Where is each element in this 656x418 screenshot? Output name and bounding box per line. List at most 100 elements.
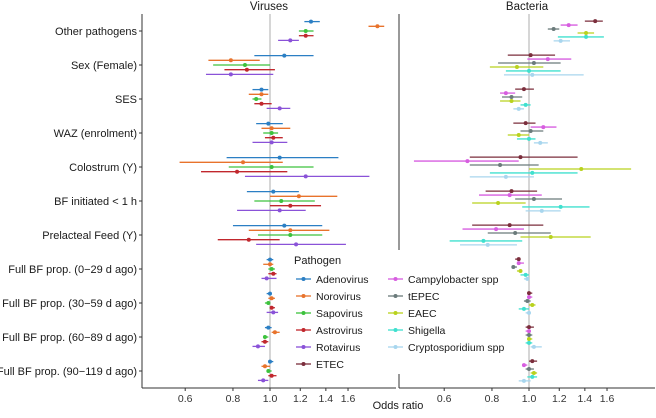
point-estimate-cryptosporidium-spp [531,344,536,349]
point-estimate-eaec [509,98,514,103]
point-estimate-astrovirus [235,169,240,174]
point-estimate-campylobacter-spp [527,295,531,300]
point-estimate-rotavirus [303,174,308,179]
point-estimate-cryptosporidium-spp [525,276,530,281]
point-estimate-etec [507,223,512,228]
point-estimate-sapovirus [269,131,274,135]
point-estimate-eaec [579,166,584,171]
point-estimate-adenovirus [277,155,282,160]
legend-key-point [393,328,398,332]
point-estimate-astrovirus [271,271,276,276]
point-estimate-shigella [523,272,528,277]
point-estimate-tepec [527,333,531,338]
point-estimate-campylobacter-spp [527,329,531,334]
legend-key-point [301,362,306,366]
category-label: WAZ (enrolment) [54,128,137,140]
x-axis-label: Odds ratio [373,400,424,412]
legend-label: tEPEC [408,291,440,303]
point-estimate-astrovirus [244,67,249,72]
point-estimate-norovirus [241,160,246,165]
point-estimate-rotavirus [269,140,274,145]
point-estimate-shigella [523,102,528,107]
point-estimate-cryptosporidium-spp [538,140,543,145]
point-estimate-etec [530,359,535,364]
legend-label: EAEC [408,308,437,320]
point-estimate-norovirus [288,228,293,233]
point-estimate-etec [593,19,598,24]
category-label: Other pathogens [55,26,137,38]
point-estimate-shigella [521,306,526,311]
point-estimate-etec [527,291,531,296]
point-estimate-etec [528,53,533,58]
point-estimate-etec [509,189,514,194]
point-estimate-adenovirus [268,291,272,296]
point-estimate-adenovirus [259,87,264,92]
point-estimate-shigella [481,238,486,243]
point-estimate-sapovirus [254,97,259,101]
point-estimate-eaec [514,64,519,69]
legend-key-point [393,345,398,349]
point-estimate-tepec [527,367,531,372]
point-estimate-cryptosporidium-spp [539,208,544,213]
point-estimate-sapovirus [288,233,293,237]
point-estimate-norovirus [259,92,264,97]
point-estimate-adenovirus [268,257,272,262]
legend-label: Norovirus [316,291,361,303]
point-estimate-cryptosporidium-spp [530,72,535,77]
legend-label: Sapovirus [316,308,363,320]
point-estimate-rotavirus [277,106,282,111]
legend-label: Astrovirus [316,325,363,337]
point-estimate-norovirus [268,262,272,267]
category-label: Prelacteal Feed (Y) [42,230,137,242]
point-estimate-tepec [531,197,536,202]
point-estimate-eaec [530,302,535,307]
point-estimate-adenovirus [282,53,287,58]
point-estimate-cryptosporidium-spp [527,310,531,315]
point-estimate-sapovirus [303,29,308,33]
point-estimate-cryptosporidium-spp [516,106,521,111]
category-label: Sex (Female) [71,60,137,72]
point-estimate-tepec [513,231,518,236]
point-estimate-rotavirus [228,72,233,77]
point-estimate-campylobacter-spp [465,159,470,164]
category-label: Full BF prop. (0−29 d ago) [8,264,137,276]
point-estimate-sapovirus [269,165,274,169]
point-estimate-astrovirus [303,33,308,38]
point-estimate-campylobacter-spp [516,261,521,266]
legend-key-point [301,345,306,349]
point-estimate-astrovirus [269,305,274,310]
point-estimate-etec [521,87,526,92]
x-tick-label: 1.0 [522,393,537,405]
point-estimate-norovirus [269,296,274,301]
panel-title-viruses: Viruses [250,1,288,13]
point-estimate-campylobacter-spp [545,57,550,62]
x-tick-label: 1.2 [293,393,308,405]
panel-title-bacteria: Bacteria [506,1,549,13]
point-estimate-campylobacter-spp [521,363,526,368]
point-estimate-rotavirus [294,242,299,247]
point-estimate-campylobacter-spp [494,227,499,232]
legend-label: Campylobacter spp [408,274,499,286]
legend-background [290,250,490,374]
x-tick-label: 1.4 [319,393,334,405]
point-estimate-eaec [548,234,553,239]
category-label: Full BF prop. (30−59 d ago) [2,298,137,310]
point-estimate-rotavirus [264,276,269,281]
point-estimate-norovirus [296,194,301,199]
point-estimate-adenovirus [266,325,271,330]
point-estimate-sapovirus [269,267,274,271]
point-estimate-eaec [496,200,501,205]
category-label: Full BF prop. (90−119 d ago) [0,366,137,378]
point-estimate-sapovirus [279,199,284,203]
point-estimate-rotavirus [277,208,282,213]
category-label: SES [115,94,137,106]
point-estimate-tepec [511,265,516,270]
point-estimate-eaec [516,132,521,137]
point-estimate-sapovirus [266,369,271,373]
point-estimate-astrovirus [271,135,276,140]
legend-label: Shigella [408,325,446,337]
point-estimate-cryptosporidium-spp [558,38,563,43]
point-estimate-tepec [531,61,536,66]
category-label: Full BF prop. (60−89 d ago) [2,332,137,344]
